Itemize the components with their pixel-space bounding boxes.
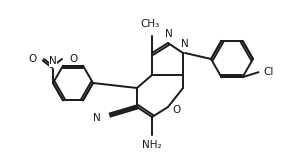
Text: Cl: Cl bbox=[263, 67, 274, 77]
Text: N: N bbox=[93, 113, 101, 123]
Text: O: O bbox=[172, 105, 180, 115]
Text: N: N bbox=[181, 39, 189, 49]
Text: N: N bbox=[165, 29, 173, 39]
Text: N: N bbox=[49, 56, 57, 66]
Text: O: O bbox=[69, 54, 77, 64]
Text: O: O bbox=[29, 54, 37, 64]
Text: NH₂: NH₂ bbox=[142, 140, 162, 150]
Text: CH₃: CH₃ bbox=[140, 19, 160, 29]
